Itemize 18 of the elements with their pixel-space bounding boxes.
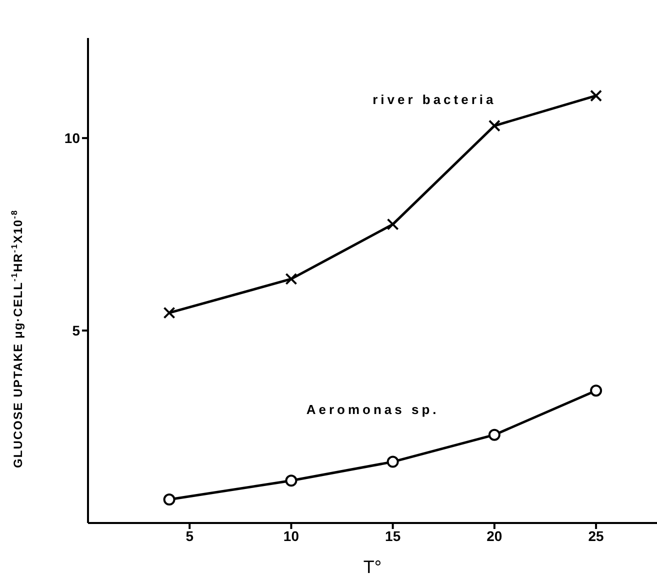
point: [163, 306, 176, 319]
point: [488, 428, 500, 441]
point: [163, 494, 176, 506]
x-tick-label: 20: [486, 528, 502, 544]
point: [285, 272, 298, 285]
x-axis-title: T°: [363, 557, 382, 577]
point: [386, 456, 399, 468]
text: Aeromonas sp.: [306, 402, 440, 417]
x-tick-label: 25: [588, 528, 604, 544]
x-tick-label: 5: [186, 528, 194, 544]
series-label: river bacteria: [372, 92, 496, 107]
point: [590, 90, 602, 102]
x-tick-label: 10: [283, 528, 300, 544]
point: [590, 384, 602, 397]
point: [488, 120, 500, 132]
point: [285, 474, 298, 487]
x-tick-label: 15: [385, 528, 401, 544]
point: [386, 218, 399, 230]
